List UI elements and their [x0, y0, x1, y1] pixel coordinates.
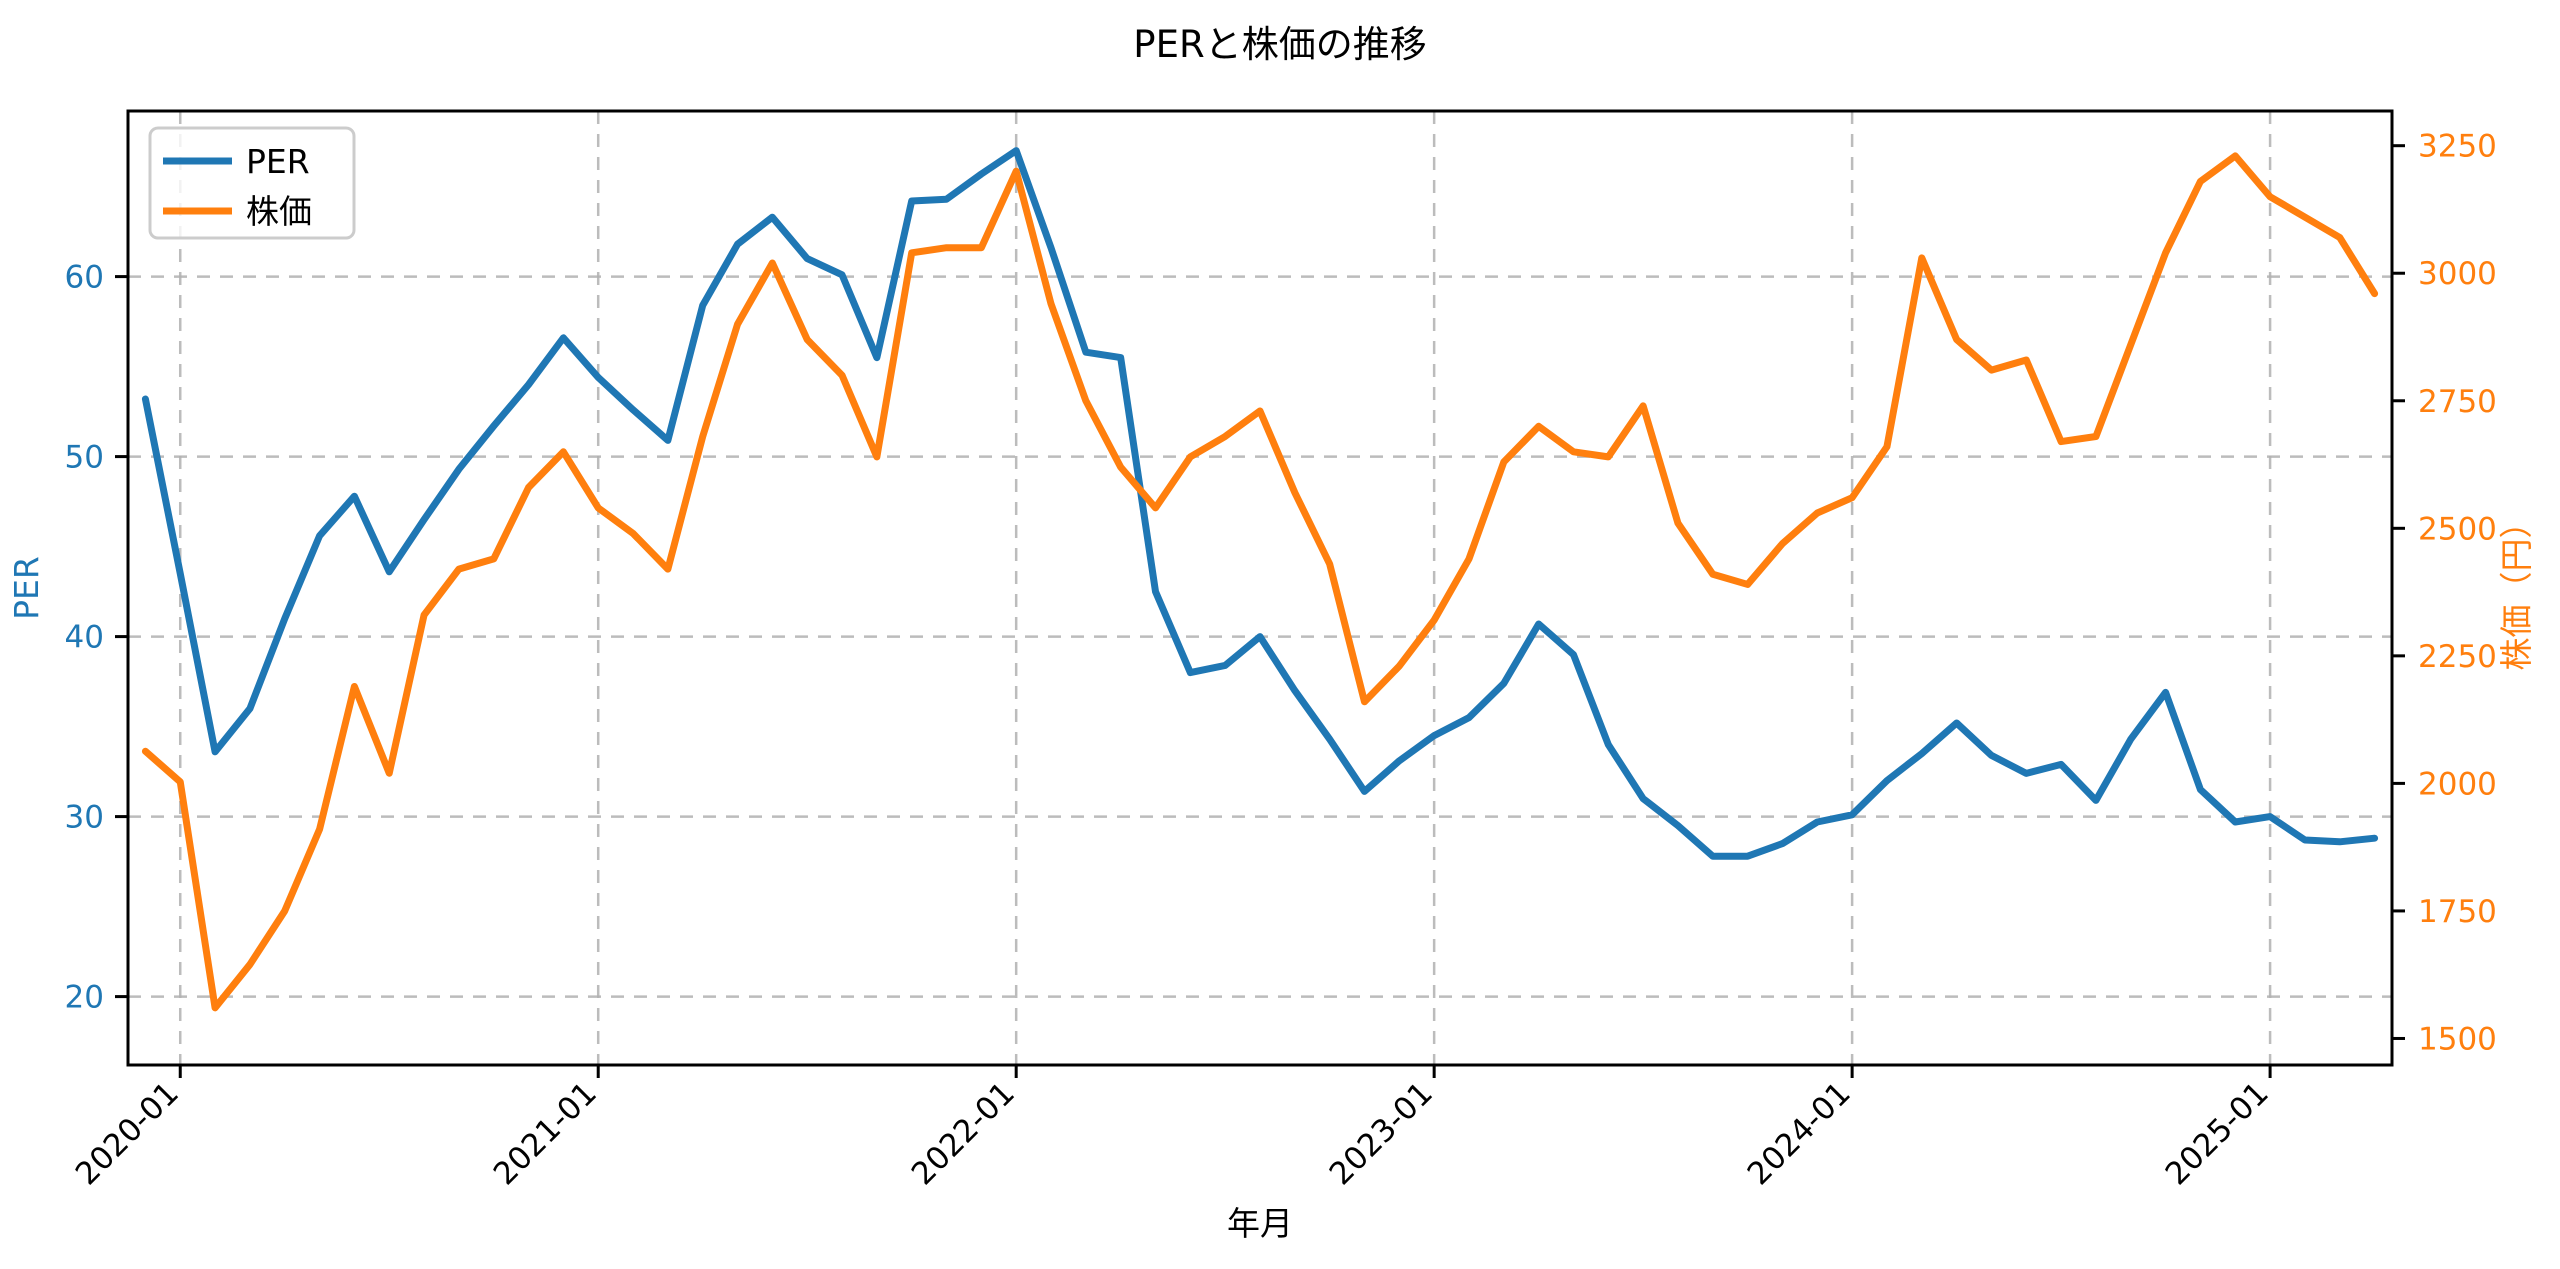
y-tick-label-right: 2250	[2418, 639, 2497, 675]
x-tick-label: 2020-01	[69, 1075, 186, 1192]
y-tick-label-right: 2750	[2418, 384, 2497, 420]
plot-frame	[126, 109, 2394, 1067]
x-tick-label: 2021-01	[487, 1075, 604, 1192]
series-line-price	[141, 152, 2379, 1012]
y-tick-label-right: 2500	[2418, 511, 2497, 547]
series-line-per	[141, 147, 2379, 860]
y-tick-label-right: 1750	[2418, 894, 2497, 930]
x-tick-label: 2024-01	[1741, 1075, 1858, 1192]
legend-label-per: PER	[246, 142, 310, 181]
x-tick-label: 2025-01	[2159, 1075, 2276, 1192]
y-tick-label-left: 30	[65, 800, 104, 836]
x-axis-label: 年月	[1227, 1204, 1293, 1243]
y-axis-right-label: 株価（円）	[2497, 506, 2536, 671]
chart-legend[interactable]: PER 株価	[148, 126, 356, 240]
y-tick-label-left: 60	[65, 260, 104, 296]
y-tick-label-right: 2000	[2418, 766, 2497, 802]
legend-label-price: 株価	[246, 192, 312, 231]
y-tick-label-left: 20	[65, 980, 104, 1016]
y-axis-left-label: PER	[7, 556, 46, 620]
y-tick-label-right: 1500	[2418, 1021, 2497, 1057]
chart-title: PERと株価の推移	[1133, 23, 1427, 66]
ticks-layer: 20 30 40 50 60 1500 1750 2000 2250 2500 2750 3000 32…	[65, 129, 2497, 1193]
x-tick-label: 2023-01	[1323, 1075, 1440, 1192]
y-tick-label-left: 40	[65, 620, 104, 656]
axis-labels-layer: PER 株価（円） 年月	[7, 506, 2536, 1244]
series-layer	[141, 147, 2379, 1012]
y-tick-label-right: 3000	[2418, 256, 2497, 292]
y-tick-label-left: 50	[65, 440, 104, 476]
y-tick-label-right: 3250	[2418, 129, 2497, 165]
grid-layer	[128, 111, 2392, 1065]
x-tick-label: 2022-01	[905, 1075, 1022, 1192]
